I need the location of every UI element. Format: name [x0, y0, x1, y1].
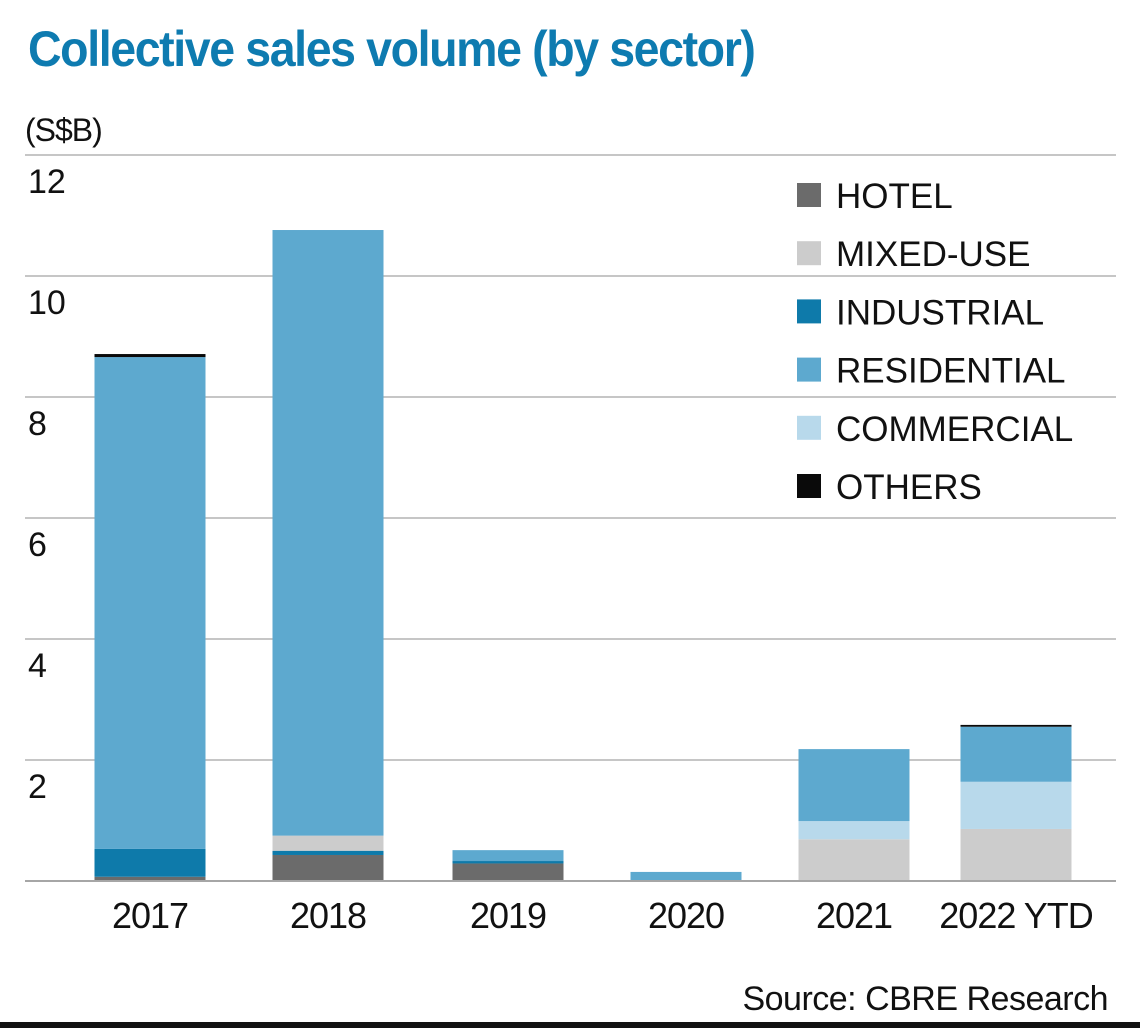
- legend-label: COMMERCIAL: [836, 410, 1073, 449]
- legend-item: RESIDENTIAL: [797, 352, 1066, 391]
- bar-segment-mixed-use: [272, 835, 384, 851]
- bar-segment-hotel: [272, 854, 384, 881]
- bar-segment-industrial: [452, 861, 564, 864]
- legend-label: INDUSTRIAL: [836, 293, 1044, 332]
- source-note: Source: CBRE Research: [742, 980, 1108, 1018]
- bar-segment-hotel: [94, 876, 206, 881]
- legend-item: OTHERS: [797, 468, 982, 507]
- bar-segment-residential: [630, 871, 742, 881]
- legend-item: MIXED-USE: [797, 235, 1030, 274]
- x-tick-label: 2017: [112, 895, 188, 936]
- bar-segment-others: [94, 354, 206, 358]
- legend-item: INDUSTRIAL: [797, 293, 1044, 332]
- bar-stack: [798, 749, 910, 881]
- x-tick-label: 2018: [290, 895, 366, 936]
- legend-label: HOTEL: [836, 177, 953, 216]
- bars: [94, 230, 1072, 881]
- bar-stack: [630, 871, 742, 881]
- bar-segment-hotel: [452, 863, 564, 881]
- y-tick-label: 8: [28, 405, 47, 443]
- y-axis-ticks: 2 4 6 8 10 12: [28, 163, 66, 806]
- bar-segment-residential: [960, 726, 1072, 782]
- legend-swatch: [797, 357, 821, 382]
- legend-swatch: [797, 474, 821, 498]
- bar-segment-mixed-use: [798, 839, 910, 881]
- legend-label: MIXED-USE: [836, 235, 1030, 274]
- bottom-rule: [0, 1022, 1140, 1028]
- bar-segment-mixed-use: [960, 828, 1072, 881]
- y-tick-label: 10: [28, 284, 66, 322]
- chart-title: Collective sales volume (by sector): [28, 21, 756, 77]
- x-tick-label: 2021: [816, 895, 892, 936]
- bar-stack: [272, 230, 384, 881]
- bar-segment-residential: [94, 357, 206, 849]
- bar-stack: [452, 850, 564, 881]
- gridlines: [25, 154, 1116, 761]
- bar-segment-residential: [452, 850, 564, 862]
- legend-item: HOTEL: [797, 177, 953, 216]
- legend: HOTEL MIXED-USE INDUSTRIAL RESIDENTIAL COMME…: [797, 177, 1073, 507]
- x-tick-label: 2020: [648, 895, 724, 936]
- legend-swatch: [797, 241, 821, 266]
- x-axis-ticks: 2017 2018 2019 2020 2021 2022 YTD: [112, 895, 1094, 936]
- bar-segment-industrial: [272, 850, 384, 855]
- y-tick-label: 4: [28, 647, 47, 685]
- bar-stack: [960, 724, 1072, 881]
- y-tick-label: 12: [28, 163, 66, 201]
- bar-stack: [94, 354, 206, 881]
- y-tick-label: 6: [28, 526, 47, 564]
- bar-segment-industrial: [94, 848, 206, 877]
- bar-segment-commercial: [798, 821, 910, 840]
- legend-swatch: [797, 183, 821, 207]
- legend-label: OTHERS: [836, 468, 982, 507]
- x-tick-label: 2022 YTD: [939, 895, 1092, 936]
- bar-segment-commercial: [960, 781, 1072, 829]
- bar-segment-residential: [272, 230, 384, 836]
- y-axis-unit-label: (S$B): [25, 112, 103, 148]
- legend-swatch: [797, 299, 821, 324]
- x-tick-label: 2019: [470, 895, 546, 936]
- bar-segment-others: [960, 724, 1072, 727]
- bar-segment-residential: [798, 749, 910, 822]
- y-tick-label: 2: [28, 768, 47, 806]
- legend-item: COMMERCIAL: [797, 410, 1073, 449]
- legend-label: RESIDENTIAL: [836, 352, 1066, 391]
- legend-swatch: [797, 415, 821, 440]
